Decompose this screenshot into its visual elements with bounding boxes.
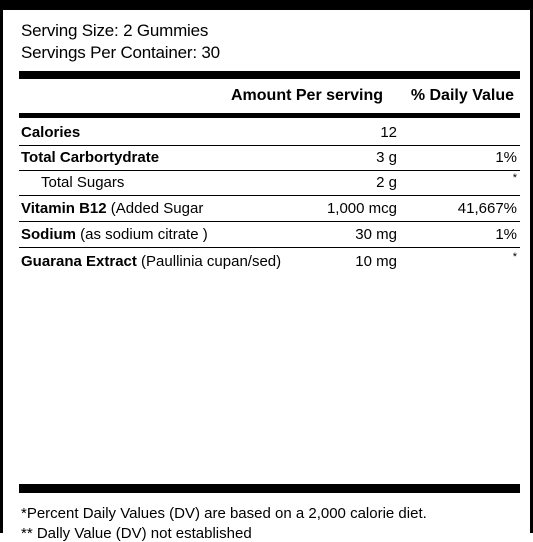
nutrient-amount: 3 g — [376, 149, 397, 166]
footnote-daily-values: *Percent Daily Values (DV) are based on … — [21, 505, 427, 522]
nutrient-name: Calories — [21, 124, 81, 141]
nutrient-name: Total Sugars — [41, 174, 125, 191]
nutrient-row-carbohydrate: Total Carbortydrate 3 g 1% — [19, 146, 520, 171]
nutrient-name: Guarana Extract (Paullinia cupan/sed) — [21, 253, 282, 270]
nutrient-amount: 12 — [380, 124, 397, 141]
thick-divider — [19, 71, 520, 79]
nutrient-amount: 30 mg — [355, 226, 397, 243]
nutrient-row-calories: Calories 12 — [19, 121, 520, 146]
nutrient-daily-value: * — [512, 172, 517, 184]
servings-per-container: Servings Per Container: 30 — [21, 43, 220, 62]
footnote-not-established: ** Dally Value (DV) not established — [21, 525, 252, 542]
nutrient-row-sodium: Sodium (as sodium citrate ) 30 mg 1% — [19, 223, 520, 248]
bottom-thick-divider — [19, 484, 520, 493]
nutrient-daily-value: 41,667% — [457, 200, 517, 217]
nutrient-row-total-sugars: Total Sugars 2 g * — [19, 171, 520, 196]
nutrient-amount: 1,000 mcg — [326, 200, 397, 217]
nutrient-name: Total Carbortydrate — [21, 149, 160, 166]
nutrient-daily-value: * — [512, 251, 517, 263]
nutrient-name: Vitamin B12 (Added Sugar — [21, 200, 204, 217]
nutrient-row-guarana: Guarana Extract (Paullinia cupan/sed) 10… — [19, 250, 520, 275]
nutrient-name: Sodium (as sodium citrate ) — [21, 226, 208, 243]
header-divider — [19, 113, 520, 118]
nutrient-amount: 2 g — [376, 174, 397, 191]
nutrient-daily-value: 1% — [495, 226, 517, 243]
amount-per-serving-header: Amount Per serving — [231, 87, 384, 104]
nutrient-row-vitamin-b12: Vitamin B12 (Added Sugar 1,000 mcg 41,66… — [19, 197, 520, 222]
top-rule — [3, 0, 533, 10]
nutrient-daily-value: 1% — [495, 149, 517, 166]
serving-size: Serving Size: 2 Gummies — [21, 21, 209, 40]
daily-value-header: % Daily Value — [410, 87, 514, 104]
nutrient-amount: 10 mg — [355, 253, 397, 270]
